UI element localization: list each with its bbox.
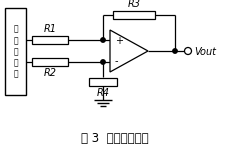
Circle shape bbox=[184, 48, 191, 55]
Bar bbox=[32, 58, 68, 66]
Text: 温
度
传
感
器: 温 度 传 感 器 bbox=[13, 25, 18, 78]
Text: R2: R2 bbox=[43, 68, 56, 78]
Text: R4: R4 bbox=[96, 88, 109, 98]
Bar bbox=[112, 11, 154, 19]
Bar bbox=[5, 8, 26, 95]
Text: R1: R1 bbox=[43, 24, 56, 34]
Circle shape bbox=[100, 60, 105, 64]
Polygon shape bbox=[109, 30, 147, 72]
Text: +: + bbox=[114, 36, 123, 46]
Circle shape bbox=[172, 49, 176, 53]
Text: R3: R3 bbox=[127, 0, 140, 9]
Text: -: - bbox=[114, 56, 118, 66]
Bar bbox=[89, 78, 117, 86]
Bar bbox=[32, 36, 68, 44]
Text: 图 3  温度检测电路: 图 3 温度检测电路 bbox=[81, 132, 148, 145]
Circle shape bbox=[100, 38, 105, 42]
Text: Vout: Vout bbox=[193, 47, 215, 57]
